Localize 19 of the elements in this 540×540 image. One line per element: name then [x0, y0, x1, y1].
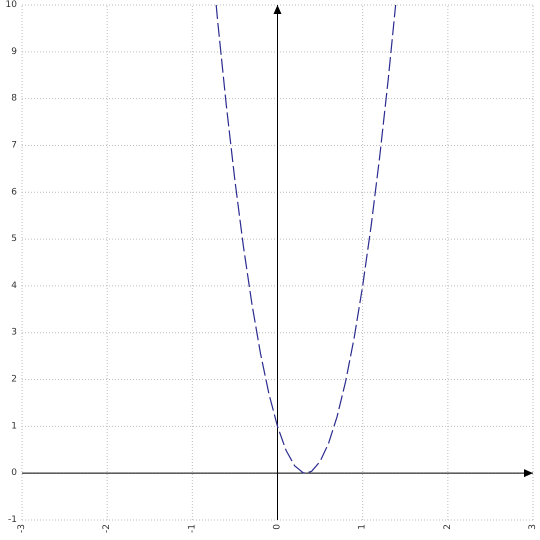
y-tick-label: 4	[11, 280, 18, 291]
x-tick-label: -3	[17, 524, 27, 533]
y-tick-label: 7	[11, 140, 17, 150]
x-tick-label: 2	[442, 524, 453, 530]
x-tick-label: 3	[528, 524, 538, 530]
line-series	[216, 4, 396, 474]
y-tick-label: 2	[11, 374, 17, 385]
y-tick-label: 10	[6, 0, 18, 10]
x-tick-label: 0	[272, 524, 282, 530]
x-tick-label: 1	[358, 524, 368, 530]
x-tick-label: -1	[187, 524, 198, 533]
y-tick-label: 3	[11, 328, 17, 338]
y-tick-label: 0	[11, 468, 18, 478]
y-tick-label: 6	[11, 187, 18, 198]
x-tick-label: -2	[102, 524, 112, 533]
y-tick-label: 9	[11, 46, 18, 57]
y-tick-label: 1	[11, 421, 17, 432]
y-tick-label: 8	[11, 94, 18, 104]
y-tick-label: 5	[11, 234, 17, 244]
